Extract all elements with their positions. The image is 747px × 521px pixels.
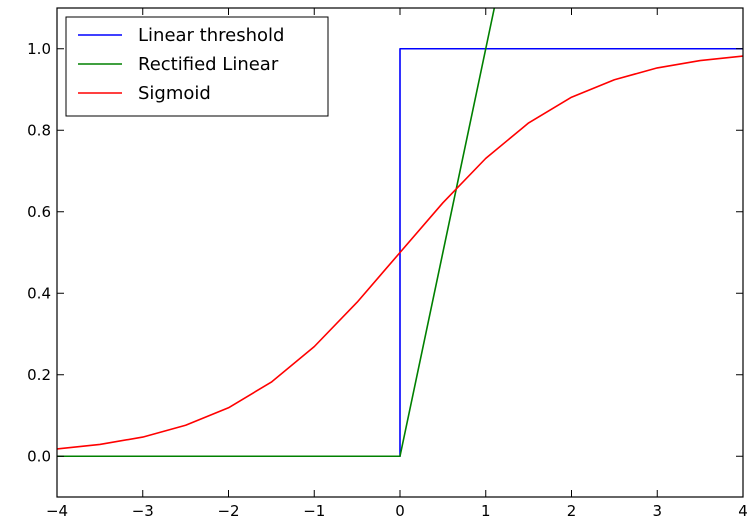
y-tick-label: 0.4 <box>27 284 51 302</box>
x-tick-label: 0 <box>395 502 405 520</box>
legend-label-1: Rectified Linear <box>138 54 279 75</box>
ticks-layer: −4 −3 −2 −1 0 1 2 3 4 0.0 0.2 0.4 0.6 0.8 1.0 <box>27 8 747 520</box>
x-tick-label: 2 <box>567 502 577 520</box>
legend-label-2: Sigmoid <box>138 83 211 104</box>
x-tick-label: −2 <box>217 502 239 520</box>
x-tick-label: 3 <box>652 502 662 520</box>
series-line-1 <box>57 8 496 458</box>
x-tick-label: −1 <box>303 502 325 520</box>
legend: Linear threshold Rectified Linear Sigmoid <box>65 16 329 117</box>
x-tick-label: 1 <box>481 502 491 520</box>
y-tick-label: 0.6 <box>27 203 51 221</box>
legend-label-0: Linear threshold <box>138 25 284 46</box>
legend-box <box>65 16 329 117</box>
y-tick-label: 1.0 <box>27 40 51 58</box>
x-tick-label: 4 <box>738 502 747 520</box>
y-tick-label: 0.8 <box>27 121 51 139</box>
series-layer <box>57 8 743 458</box>
series-line-2 <box>57 55 743 450</box>
x-tick-label: −3 <box>132 502 154 520</box>
y-tick-label: 0.0 <box>27 447 51 465</box>
y-tick-label: 0.2 <box>27 366 51 384</box>
x-tick-label: −4 <box>46 502 68 520</box>
